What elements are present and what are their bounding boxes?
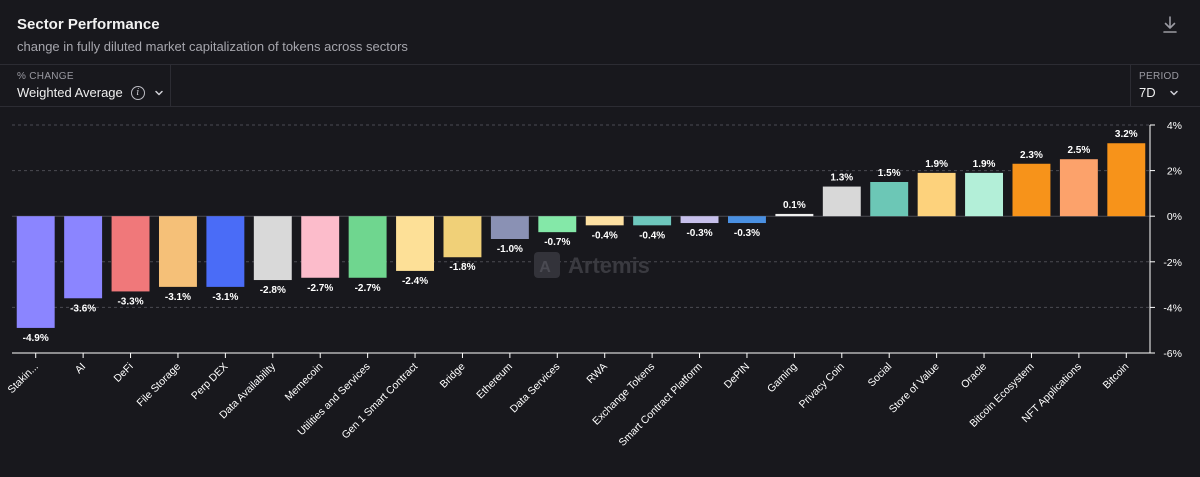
chart-title: Sector Performance [17, 16, 160, 33]
x-category-label: Social [866, 361, 895, 390]
x-category-label: Privacy Coin [797, 361, 847, 411]
bar[interactable] [64, 216, 103, 299]
bar[interactable] [633, 216, 672, 226]
bar[interactable] [1107, 143, 1146, 217]
period-label: PERIOD [1139, 71, 1180, 82]
controls-top-divider [0, 64, 1200, 65]
metric-select-value: Weighted Average [17, 85, 123, 100]
bar-value-label: -2.7% [355, 283, 381, 294]
y-tick-label: -6% [1163, 348, 1182, 360]
watermark-text: Artemis [568, 253, 650, 278]
bar[interactable] [870, 182, 909, 217]
artemis-logo-glyph: A [539, 259, 551, 276]
period-select-value: 7D [1139, 85, 1156, 100]
grid-layer [12, 124, 1150, 308]
bar-value-label: -0.4% [639, 230, 665, 241]
watermark: A Artemis [534, 252, 650, 278]
bar-value-label: -3.6% [70, 303, 96, 314]
bar[interactable] [538, 216, 577, 233]
bar-value-label: 2.3% [1020, 150, 1043, 161]
bar[interactable] [16, 216, 55, 328]
bar-value-label: -4.9% [23, 333, 49, 344]
bar[interactable] [1059, 159, 1098, 217]
bar-value-label: -3.1% [212, 292, 238, 303]
x-category-label: DeFi [111, 361, 135, 385]
bar-value-label: 1.5% [878, 168, 901, 179]
y-tick-label: 0% [1167, 211, 1182, 223]
x-category-label: RWA [584, 361, 609, 386]
bar[interactable] [301, 216, 340, 278]
bar-value-label: 1.9% [973, 159, 996, 170]
x-category-label: Bitcoin [1101, 361, 1132, 392]
bar-value-label: -2.4% [402, 276, 428, 287]
bar[interactable] [680, 216, 719, 224]
x-category-label: Bridge [438, 361, 468, 391]
chevron-down-icon [155, 90, 163, 95]
x-category-label: Memecoin [283, 361, 326, 404]
bar-value-label: -2.7% [307, 283, 333, 294]
bar[interactable] [490, 216, 529, 239]
controls-bottom-divider [0, 106, 1200, 107]
bar[interactable] [965, 172, 1004, 217]
chevron-down-icon [1169, 90, 1178, 95]
bar-value-label: 3.2% [1115, 129, 1138, 140]
metric-control-divider [170, 64, 171, 106]
bar-value-label: -0.3% [686, 228, 712, 239]
x-category-label: Oracle [959, 361, 989, 391]
metric-select[interactable]: Weighted Average i [17, 85, 165, 100]
bar[interactable] [396, 216, 435, 271]
download-icon[interactable] [1160, 14, 1180, 36]
artemis-logo-icon [534, 252, 560, 278]
x-category-label: Store of Value [887, 361, 942, 416]
period-select[interactable]: 7D [1139, 85, 1180, 100]
x-category-label: Gaming [765, 361, 800, 396]
x-category-label: AI [73, 361, 89, 377]
bar-chart: A Artemis -4.9% -3.6% -3.3% -3.1% -3.1% -2.8%… [6, 120, 1182, 449]
x-category-label: Stakin... [6, 361, 41, 396]
period-control-divider [1130, 64, 1131, 106]
y-tick-label: -2% [1163, 257, 1182, 269]
bar-value-label: -2.8% [260, 285, 286, 296]
bar[interactable] [158, 216, 197, 287]
bar[interactable] [111, 216, 150, 292]
x-category-label: Data Services [508, 361, 563, 416]
bar[interactable] [1012, 163, 1051, 217]
bar[interactable] [822, 186, 861, 217]
bar[interactable] [206, 216, 245, 287]
bar-value-label: -0.3% [734, 228, 760, 239]
x-category-label: DePIN [722, 361, 752, 391]
bar[interactable] [917, 172, 956, 217]
x-category-label: Smart Contract Platform [617, 360, 705, 448]
metric-label: % CHANGE [17, 71, 74, 82]
y-tick-label: -4% [1163, 302, 1182, 314]
bar-value-label: -0.7% [544, 237, 570, 248]
bar-value-label: -3.1% [165, 292, 191, 303]
info-icon[interactable]: i [130, 85, 145, 100]
x-category-label: Ethereum [474, 360, 515, 401]
bar[interactable] [775, 213, 814, 217]
y-tick-label: 4% [1167, 120, 1182, 132]
bars: -4.9% -3.6% -3.3% -3.1% -3.1% -2.8% -2.7% -2.7%… [16, 129, 1146, 344]
bar[interactable] [348, 216, 387, 278]
bar-value-label: -3.3% [117, 296, 143, 307]
bar-value-label: 1.9% [925, 159, 948, 170]
bar[interactable] [443, 216, 482, 258]
chart-subtitle: change in fully diluted market capitaliz… [17, 39, 408, 54]
bar-value-label: -0.4% [592, 230, 618, 241]
bar-value-label: -1.8% [449, 262, 475, 273]
bar[interactable] [727, 216, 766, 224]
x-category-label: Perp DEX [189, 361, 230, 402]
bar[interactable] [585, 216, 624, 226]
bar-value-label: -1.0% [497, 244, 523, 255]
bar-value-label: 2.5% [1067, 145, 1090, 156]
x-category-label: File Storage [135, 361, 184, 410]
y-tick-label: 2% [1167, 166, 1182, 178]
bar-value-label: 1.3% [830, 173, 853, 184]
bar[interactable] [253, 216, 292, 281]
bar-value-label: 0.1% [783, 200, 806, 211]
